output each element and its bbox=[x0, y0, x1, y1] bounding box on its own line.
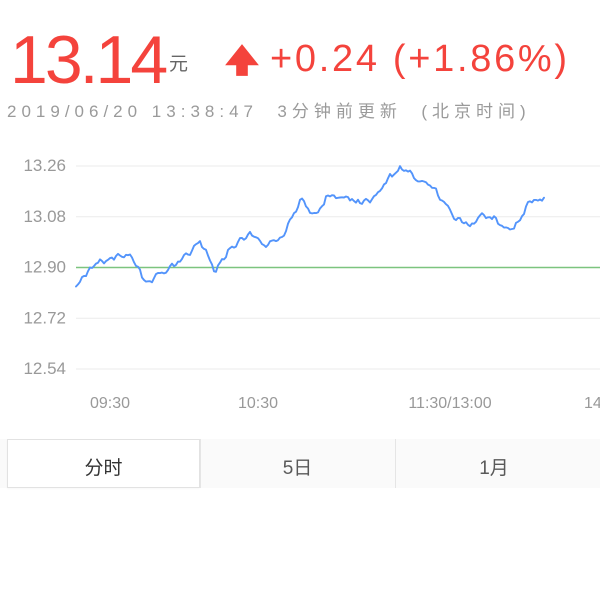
svg-text:09:30: 09:30 bbox=[90, 395, 130, 412]
svg-text:14:00: 14:00 bbox=[584, 395, 600, 412]
svg-text:12.72: 12.72 bbox=[23, 308, 66, 327]
svg-text:12.54: 12.54 bbox=[23, 359, 66, 378]
svg-text:13.26: 13.26 bbox=[23, 156, 66, 175]
svg-text:13.08: 13.08 bbox=[23, 207, 66, 226]
svg-text:10:30: 10:30 bbox=[238, 395, 278, 412]
svg-text:12.90: 12.90 bbox=[23, 258, 66, 277]
svg-text:11:30/13:00: 11:30/13:00 bbox=[408, 395, 491, 412]
